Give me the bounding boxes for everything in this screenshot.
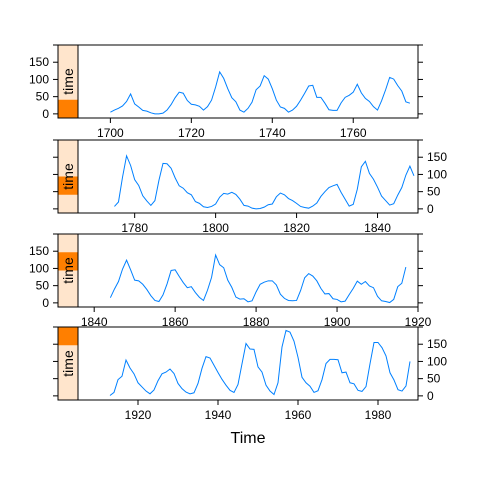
x-tick-label: 1780 (121, 221, 148, 235)
x-tick-label: 1840 (364, 221, 391, 235)
series-line (109, 329, 411, 396)
x-tick-label: 1820 (283, 221, 310, 235)
panel-4: time 0 50 100 150 1920 1940 1960 1980 (53, 326, 447, 422)
x-tick-label: 1960 (285, 408, 312, 422)
x-tick-label: 1900 (324, 315, 351, 329)
y-tick-label: 100 (29, 72, 49, 86)
strip-shingle-indicator (58, 252, 78, 271)
x-tick-label: 1920 (405, 315, 432, 329)
x-tick-label: 1940 (205, 408, 232, 422)
x-tick-label: 1740 (259, 126, 286, 140)
y-tick-label: 50 (36, 90, 50, 104)
x-tick-label: 1880 (243, 315, 270, 329)
x-tick-label: 1980 (365, 408, 392, 422)
series-line (114, 154, 415, 210)
x-tick-label: 1760 (340, 126, 367, 140)
y-tick-label: 50 (36, 279, 50, 293)
y-tick-label: 50 (427, 372, 441, 386)
x-tick-label: 1700 (97, 126, 124, 140)
x-tick-label: 1840 (81, 315, 108, 329)
y-tick-label: 150 (29, 244, 49, 258)
y-tick-label: 100 (427, 354, 447, 368)
panel-2: time 0 50 100 150 1780 1800 1820 1840 (53, 139, 447, 235)
y-tick-label: 100 (29, 261, 49, 275)
strip-shingle-indicator (58, 176, 78, 195)
series-line (109, 253, 407, 304)
strip-label: time (60, 68, 76, 95)
panel-frame (77, 233, 419, 308)
y-tick-label: 0 (42, 296, 49, 310)
panel-1: time 0 50 100 150 1700 1720 1740 1760 (29, 44, 423, 140)
panel-frame (77, 139, 419, 214)
y-tick-label: 0 (427, 202, 434, 216)
y-tick-label: 0 (427, 389, 434, 403)
strip-label: time (60, 163, 76, 190)
strip-shingle-indicator (58, 327, 78, 346)
strip-label: time (60, 257, 76, 284)
series-line (110, 70, 411, 115)
x-tick-label: 1920 (125, 408, 152, 422)
x-tick-label: 1860 (162, 315, 189, 329)
x-tick-label: 1720 (178, 126, 205, 140)
y-tick-label: 0 (42, 107, 49, 121)
y-tick-label: 50 (427, 185, 441, 199)
y-tick-label: 100 (427, 167, 447, 181)
panel-frame (77, 44, 419, 119)
x-axis-title: Time (231, 430, 266, 447)
panel-3: time 0 50 100 150 1840 1860 1880 1900 1920 (29, 233, 432, 329)
x-tick-label: 1800 (202, 221, 229, 235)
y-tick-label: 150 (427, 337, 447, 351)
y-tick-label: 150 (427, 150, 447, 164)
panel-frame (77, 326, 419, 401)
strip-shingle-indicator (58, 99, 78, 118)
y-tick-label: 150 (29, 55, 49, 69)
strip-label: time (60, 350, 76, 377)
